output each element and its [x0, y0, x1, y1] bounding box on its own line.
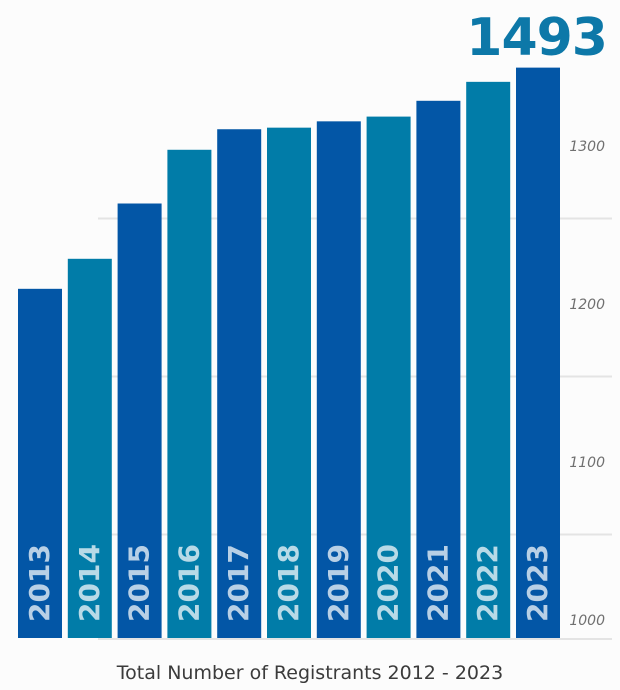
bar-label-2016: 2016 [172, 544, 205, 622]
bar-2017 [217, 129, 262, 639]
y-tick-label: 1000 [569, 613, 605, 629]
bar-label-2022: 2022 [471, 544, 504, 622]
bar-label-2021: 2021 [421, 544, 454, 622]
bar-label-2023: 2023 [521, 544, 554, 622]
y-tick-label: 1300 [569, 139, 605, 155]
bar-label-2017: 2017 [222, 544, 255, 622]
y-axis: 1000 1100 1200 1300 [569, 139, 605, 629]
bar-label-2013: 2013 [23, 544, 56, 622]
bar-label-2018: 2018 [272, 544, 305, 622]
bar-2023 [516, 67, 560, 639]
bar-2016 [167, 149, 212, 638]
bar-label-2015: 2015 [123, 544, 156, 622]
bar-2013 [18, 288, 62, 638]
bar-label-2019: 2019 [322, 544, 355, 622]
highlight-value-label: 1493 [466, 8, 607, 68]
bar-2021 [416, 100, 461, 639]
bar-label-2014: 2014 [73, 544, 106, 622]
labels-layer: 2013 2014 2015 2016 2017 2018 2019 2020 2021 2022… [23, 544, 554, 622]
y-tick-label: 1100 [569, 455, 605, 471]
bar-2018 [267, 127, 311, 638]
bar-2020 [366, 116, 411, 639]
bar-label-2020: 2020 [372, 544, 405, 622]
bar-chart: 2013 2014 2015 2016 2017 2018 2019 2020 2021 2022… [18, 8, 612, 640]
y-tick-label: 1200 [569, 297, 605, 313]
bar-2019 [316, 121, 361, 639]
bars-layer [18, 67, 560, 639]
bar-2022 [466, 81, 511, 639]
chart-title: Total Number of Registrants 2012 - 2023 [116, 662, 504, 684]
bar-2015 [117, 203, 162, 638]
bar-2014 [67, 258, 112, 638]
